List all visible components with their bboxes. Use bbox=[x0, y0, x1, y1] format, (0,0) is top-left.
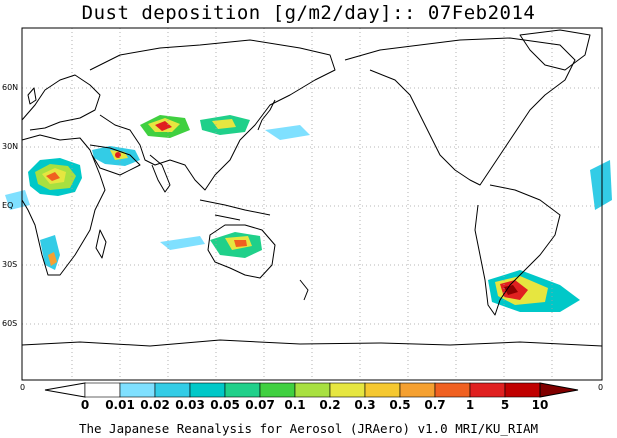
map-title: Dust deposition [g/m2/day]:: 07Feb2014 bbox=[81, 2, 536, 24]
dust-arabia-hot bbox=[115, 152, 121, 158]
colorbar-tick-label: 0.05 bbox=[210, 398, 240, 412]
colorbar-box bbox=[364, 382, 401, 398]
coast-greenland bbox=[519, 29, 591, 71]
lon-label-right: 0 bbox=[598, 383, 604, 392]
coast-antarctica bbox=[21, 339, 603, 347]
colorbar-over-triangle bbox=[539, 382, 579, 398]
colorbar-tick-label: 0 bbox=[80, 398, 90, 412]
colorbar-tick-label: 1 bbox=[465, 398, 475, 412]
coast-india bbox=[149, 154, 171, 193]
lat-label-eq: EQ bbox=[2, 201, 14, 210]
footer-credit: The Japanese Reanalysis for Aerosol (JRA… bbox=[78, 421, 539, 436]
dust-s-africa-core bbox=[48, 252, 57, 266]
colorbar bbox=[44, 382, 579, 398]
dust-sahara-core bbox=[46, 172, 60, 181]
colorbar-box bbox=[154, 382, 191, 398]
colorbar-box bbox=[189, 382, 226, 398]
coast-south-america bbox=[474, 184, 561, 316]
coast-madagascar bbox=[95, 229, 107, 259]
coast-asia bbox=[89, 39, 336, 191]
colorbar-tick-label: 0.02 bbox=[140, 398, 170, 412]
colorbar-tick-label: 0.7 bbox=[424, 398, 446, 412]
colorbar-box bbox=[399, 382, 436, 398]
colorbar-box bbox=[469, 382, 506, 398]
dust-fields bbox=[5, 115, 612, 312]
dust-atlantic bbox=[590, 160, 612, 210]
coast-europe bbox=[21, 74, 101, 131]
colorbar-tick-label: 10 bbox=[531, 398, 549, 412]
colorbar-box bbox=[294, 382, 331, 398]
lat-label-30n: 30N bbox=[2, 142, 19, 151]
coast-australia bbox=[207, 224, 276, 279]
dust-gobi-core bbox=[212, 119, 236, 129]
graticule bbox=[22, 28, 602, 380]
coast-nz bbox=[299, 279, 309, 301]
colorbar-tick-label: 0.03 bbox=[175, 398, 205, 412]
colorbar-under-triangle bbox=[44, 382, 86, 398]
colorbar-tick-label: 0.5 bbox=[389, 398, 411, 412]
lon-label-left: 0 bbox=[20, 383, 26, 392]
dust-australia-core bbox=[234, 240, 247, 247]
colorbar-tick-label: 0.1 bbox=[284, 398, 306, 412]
lat-label-30s: 30S bbox=[2, 260, 18, 269]
colorbar-tick-label: 0.07 bbox=[245, 398, 275, 412]
colorbar-tick-label: 5 bbox=[500, 398, 510, 412]
coast-africa bbox=[21, 134, 106, 276]
colorbar-box bbox=[434, 382, 471, 398]
coast-arabia bbox=[89, 144, 141, 176]
lat-label-60s: 60S bbox=[2, 319, 18, 328]
dust-sahel-west bbox=[5, 190, 30, 210]
map-frame bbox=[21, 27, 603, 381]
dust-patagonia-hot bbox=[504, 285, 518, 295]
colorbar-box bbox=[259, 382, 296, 398]
colorbar-tick-label: 0.3 bbox=[354, 398, 376, 412]
colorbar-box bbox=[504, 382, 541, 398]
colorbar-box bbox=[329, 382, 366, 398]
coast-japan bbox=[257, 99, 276, 131]
coast-indonesia bbox=[199, 199, 271, 221]
coastlines bbox=[21, 29, 603, 347]
colorbar-tick-label: 0.01 bbox=[105, 398, 135, 412]
coast-north-america bbox=[344, 37, 576, 186]
colorbar-box bbox=[119, 382, 156, 398]
dust-pacific-plume bbox=[265, 125, 310, 140]
dust-indian-ocean bbox=[160, 236, 205, 250]
lat-label-60n: 60N bbox=[2, 83, 19, 92]
colorbar-tick-label: 0.2 bbox=[319, 398, 341, 412]
colorbar-box bbox=[224, 382, 261, 398]
coast-uk bbox=[27, 87, 37, 105]
colorbar-box bbox=[84, 382, 121, 398]
